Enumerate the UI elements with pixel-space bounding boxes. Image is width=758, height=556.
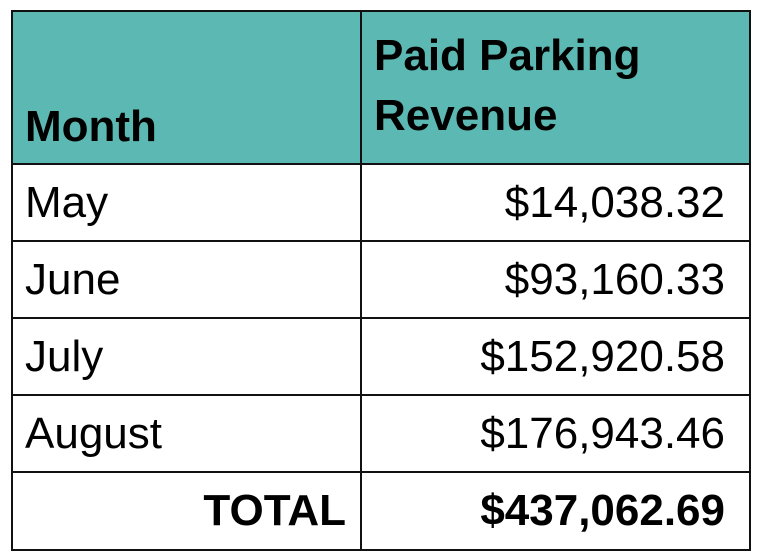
total-label: TOTAL xyxy=(11,471,362,551)
month-cell: May xyxy=(11,163,362,242)
revenue-cell: $152,920.58 xyxy=(360,317,751,396)
revenue-cell: $176,943.46 xyxy=(360,394,751,473)
revenue-table: Month Paid Parking Revenue May $14,038.3… xyxy=(11,10,751,551)
month-column-header: Month xyxy=(11,10,362,165)
table-row: June $93,160.33 xyxy=(11,240,751,319)
month-cell: July xyxy=(11,317,362,396)
revenue-cell: $14,038.32 xyxy=(360,163,751,242)
revenue-cell: $93,160.33 xyxy=(360,240,751,319)
total-value: $437,062.69 xyxy=(360,471,751,551)
revenue-header-line-1: Paid Parking xyxy=(374,31,641,80)
revenue-header-line-2: Revenue xyxy=(374,91,558,140)
table-row: May $14,038.32 xyxy=(11,163,751,242)
month-cell: August xyxy=(11,394,362,473)
total-row: TOTAL $437,062.69 xyxy=(11,471,751,551)
table-row: August $176,943.46 xyxy=(11,394,751,473)
table-header-row: Month Paid Parking Revenue xyxy=(11,10,751,165)
revenue-column-header: Paid Parking Revenue xyxy=(360,10,751,165)
month-cell: June xyxy=(11,240,362,319)
table-row: July $152,920.58 xyxy=(11,317,751,396)
